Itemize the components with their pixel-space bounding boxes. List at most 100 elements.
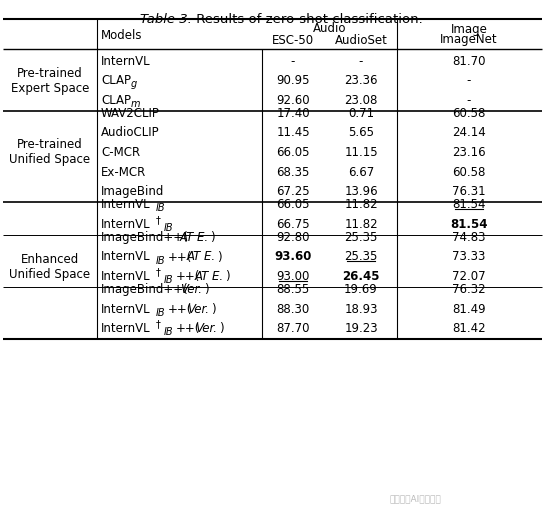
Text: AudioCLIP: AudioCLIP [101,126,160,139]
Text: -: - [291,54,295,68]
Text: ImageBind++(: ImageBind++( [101,282,189,296]
Text: AT E.: AT E. [195,269,224,282]
Text: 11.45: 11.45 [276,126,310,139]
Text: †: † [156,267,161,276]
Text: 60.58: 60.58 [452,107,486,120]
Text: m: m [131,99,141,108]
Text: 26.45: 26.45 [342,269,380,282]
Text: IB: IB [164,327,173,336]
Text: AT E.: AT E. [180,231,209,243]
Text: IB: IB [164,274,173,285]
Text: 6.67: 6.67 [348,165,374,178]
Text: ): ) [217,250,222,263]
Text: ++(: ++( [176,322,200,334]
Text: AT E.: AT E. [187,250,216,263]
Text: 11.15: 11.15 [344,146,378,159]
Text: 81.49: 81.49 [452,302,486,315]
Text: 72.07: 72.07 [452,269,486,282]
Text: ImageBind: ImageBind [101,185,165,197]
Text: 81.42: 81.42 [452,322,486,334]
Text: 11.82: 11.82 [344,217,378,230]
Text: IB: IB [164,222,173,232]
Text: 23.08: 23.08 [344,94,377,106]
Text: 13.96: 13.96 [344,185,378,197]
Text: 24.14: 24.14 [452,126,486,139]
Text: ): ) [211,302,216,315]
Text: 公众号･AI论文解读: 公众号･AI论文解读 [390,493,442,502]
Text: InternVL: InternVL [101,217,150,230]
Text: 60.58: 60.58 [452,165,486,178]
Text: ++(: ++( [168,250,193,263]
Text: ++(: ++( [176,269,200,282]
Text: 67.25: 67.25 [276,185,310,197]
Text: C-MCR: C-MCR [101,146,140,159]
Text: Enhanced
Unified Space: Enhanced Unified Space [9,252,91,280]
Text: 17.40: 17.40 [276,107,310,120]
Text: Ex-MCR: Ex-MCR [101,165,146,178]
Text: Pre-trained
Expert Space: Pre-trained Expert Space [11,67,89,95]
Text: 73.33: 73.33 [452,250,486,263]
Text: IB: IB [156,255,166,265]
Text: ESC-50: ESC-50 [272,34,314,46]
Text: 23.36: 23.36 [344,74,378,87]
Text: ++(: ++( [168,302,193,315]
Text: Table 3.: Table 3. [141,13,193,26]
Text: Pre-trained
Unified Space: Pre-trained Unified Space [9,138,91,166]
Text: †: † [156,214,161,224]
Text: 81.54: 81.54 [452,198,486,211]
Text: g: g [131,79,137,89]
Text: 76.31: 76.31 [452,185,486,197]
Text: Models: Models [101,29,143,42]
Text: 88.30: 88.30 [276,302,310,315]
Text: 92.80: 92.80 [276,231,310,243]
Text: 93.00: 93.00 [276,269,310,282]
Text: CLAP: CLAP [101,74,131,87]
Text: Ver.: Ver. [187,302,209,315]
Text: 66.75: 66.75 [276,217,310,230]
Text: 88.55: 88.55 [276,282,310,296]
Text: InternVL: InternVL [101,198,150,211]
Text: InternVL: InternVL [101,250,150,263]
Text: CLAP: CLAP [101,94,131,106]
Text: IB: IB [156,307,166,317]
Text: -: - [467,94,471,106]
Text: InternVL: InternVL [101,302,150,315]
Text: 66.05: 66.05 [276,198,310,211]
Text: 19.23: 19.23 [344,322,378,334]
Text: InternVL: InternVL [101,54,150,68]
Text: 18.93: 18.93 [344,302,378,315]
Text: ): ) [204,282,208,296]
Text: 5.65: 5.65 [348,126,374,139]
Text: 87.70: 87.70 [276,322,310,334]
Text: ImageNet: ImageNet [440,34,498,46]
Text: Ver.: Ver. [195,322,217,334]
Text: 25.35: 25.35 [344,231,377,243]
Text: ): ) [219,322,224,334]
Text: Ver.: Ver. [180,282,202,296]
Text: 11.82: 11.82 [344,198,378,211]
Text: ImageBind++(: ImageBind++( [101,231,189,243]
Text: -: - [467,74,471,87]
Text: InternVL: InternVL [101,322,150,334]
Text: 81.54: 81.54 [450,217,488,230]
Text: Audio: Audio [313,22,346,36]
Text: 90.95: 90.95 [276,74,310,87]
Text: ): ) [210,231,214,243]
Text: 93.60: 93.60 [274,250,312,263]
Text: 66.05: 66.05 [276,146,310,159]
Text: 23.16: 23.16 [452,146,486,159]
Text: †: † [156,319,161,329]
Text: AudioSet: AudioSet [335,34,387,46]
Text: WAV2CLIP: WAV2CLIP [101,107,160,120]
Text: 25.35: 25.35 [344,250,377,263]
Text: 81.70: 81.70 [452,54,486,68]
Text: 76.32: 76.32 [452,282,486,296]
Text: Results of zero-shot classification.: Results of zero-shot classification. [193,13,423,26]
Text: 74.83: 74.83 [452,231,486,243]
Text: InternVL: InternVL [101,269,150,282]
Text: 68.35: 68.35 [276,165,310,178]
Text: ): ) [225,269,230,282]
Text: 0.71: 0.71 [348,107,374,120]
Text: 92.60: 92.60 [276,94,310,106]
Text: -: - [359,54,363,68]
